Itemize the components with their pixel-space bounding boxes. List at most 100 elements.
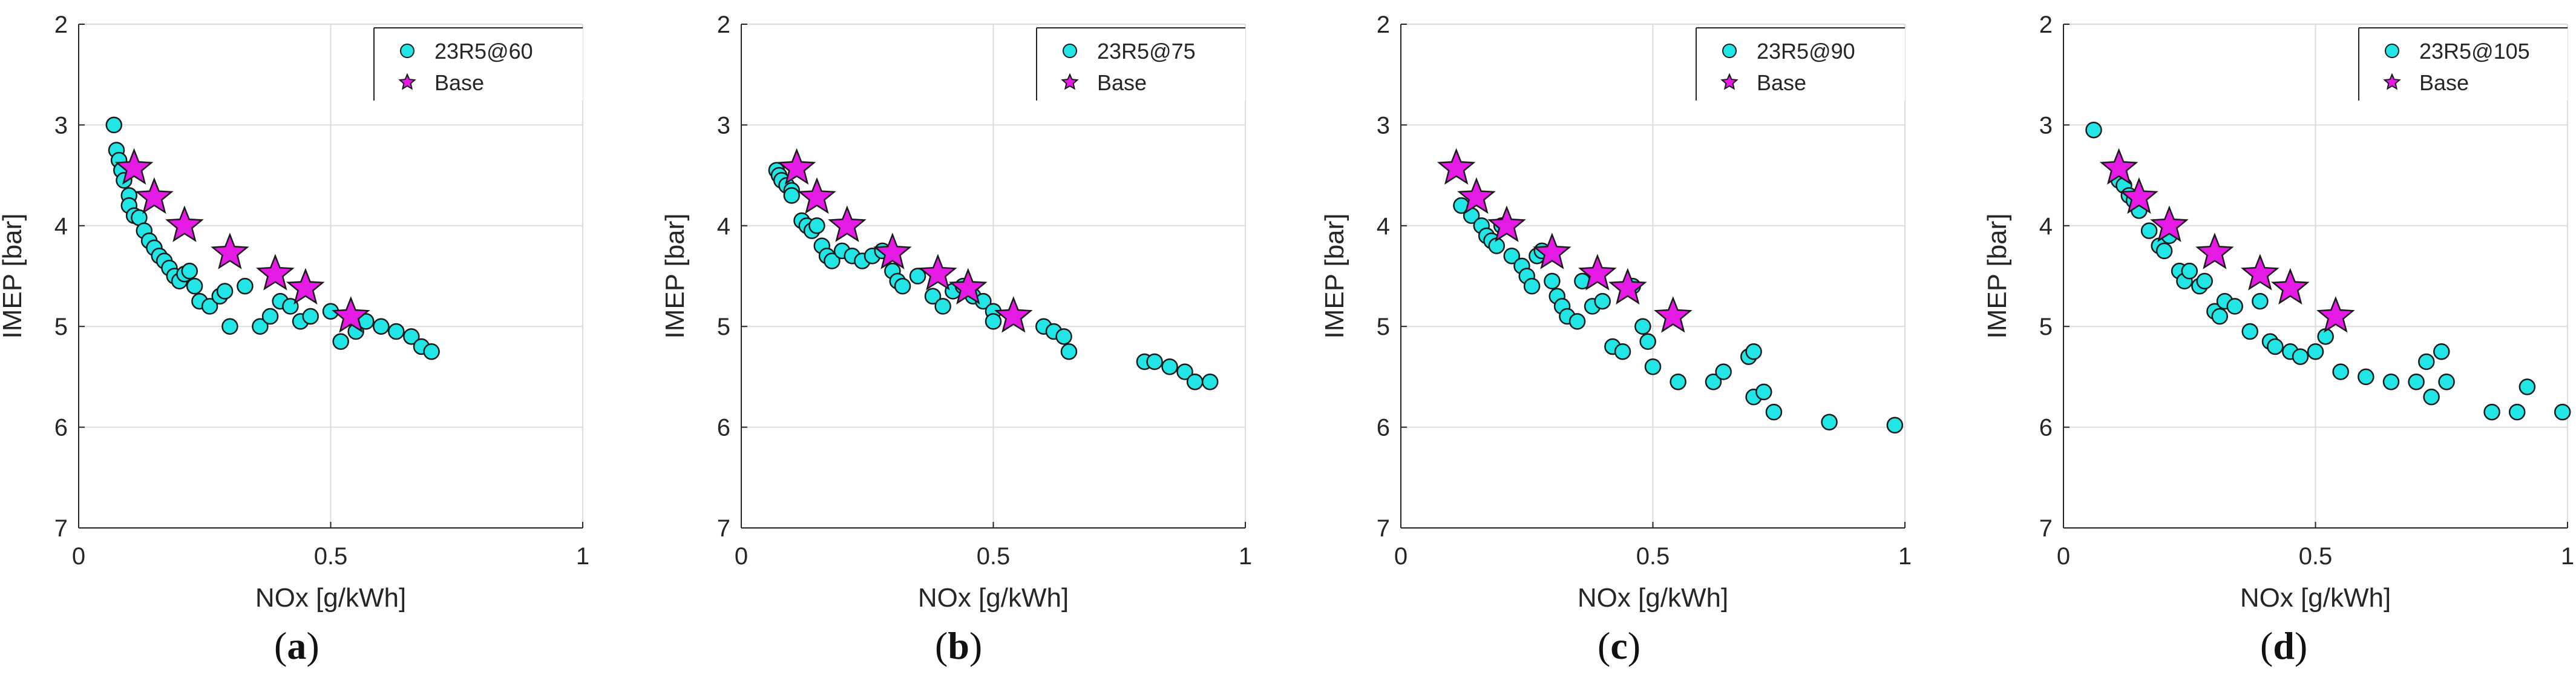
legend-box xyxy=(374,28,583,101)
scatter-point xyxy=(2196,272,2213,290)
base-star-point xyxy=(798,177,836,214)
scatter-point xyxy=(1594,292,1611,310)
y-tick-label: 5 xyxy=(2039,314,2053,340)
scatter-point xyxy=(2519,378,2536,395)
y-tick-label: 4 xyxy=(2039,213,2053,240)
legend-star-marker xyxy=(398,73,416,90)
base-star-point xyxy=(2241,254,2279,291)
panel-label-b: (b) xyxy=(935,624,983,667)
panel-label-d: (d) xyxy=(2260,624,2308,667)
x-tick-label: 0.5 xyxy=(314,543,348,570)
series-23R5@75 xyxy=(768,162,1219,390)
base-star-point xyxy=(332,296,370,333)
series-23R5@60 xyxy=(105,116,440,360)
y-tick-label: 6 xyxy=(54,415,68,441)
scatter-point xyxy=(894,277,911,295)
scatter-point xyxy=(2085,121,2102,139)
panel-label-a: (a) xyxy=(274,624,320,667)
scatter-point xyxy=(2358,368,2374,386)
y-tick-label: 2 xyxy=(717,12,730,38)
series-23R5@105 xyxy=(2085,121,2571,421)
legend-box xyxy=(2359,28,2568,101)
y-axis-label: IMEP [bar] xyxy=(660,213,690,338)
legend-label: Base xyxy=(2419,70,2469,95)
y-tick-label: 7 xyxy=(2039,515,2053,542)
legend-label: 23R5@60 xyxy=(434,39,533,64)
legend-label: Base xyxy=(434,70,484,95)
y-tick-label: 7 xyxy=(717,515,730,542)
scatter-point xyxy=(1060,343,1078,360)
legend: 23R5@75 Base xyxy=(1036,27,1245,101)
scatter-point xyxy=(1634,318,1651,335)
x-tick-label: 0.5 xyxy=(977,543,1011,570)
scatter-point xyxy=(403,328,420,345)
series-Base xyxy=(114,148,370,333)
scatter-point xyxy=(252,318,269,335)
scatter-point xyxy=(1705,373,1722,390)
scatter-point xyxy=(1755,383,1772,401)
y-tick-label: 7 xyxy=(54,515,68,542)
base-star-point xyxy=(777,148,816,185)
legend: 23R5@105 Base xyxy=(2358,27,2568,101)
scatter-point xyxy=(1503,247,1521,265)
legend-label: Base xyxy=(1097,70,1147,95)
scatter-point xyxy=(1670,373,1686,390)
legend-star-marker xyxy=(1720,73,1739,90)
scatter-point xyxy=(1523,277,1541,295)
x-axis-label: NOx [g/kWh] xyxy=(2240,583,2391,613)
scatter-point xyxy=(2226,298,2243,315)
x-axis-label: NOx [g/kWh] xyxy=(255,583,406,613)
legend-label: Base xyxy=(1757,70,1806,95)
scatter-point xyxy=(388,323,405,340)
x-tick-label: 0 xyxy=(72,543,85,570)
scatter-point xyxy=(201,298,218,315)
base-star-point xyxy=(1487,205,1526,242)
scatter-point xyxy=(1644,358,1662,375)
scatter-point xyxy=(924,288,942,305)
legend: 23R5@60 Base xyxy=(373,27,583,101)
scatter-point xyxy=(2418,353,2435,371)
scatter-point xyxy=(261,308,279,325)
legend-box xyxy=(1696,28,1905,101)
y-tick-label: 6 xyxy=(1377,415,1390,441)
base-star-point xyxy=(256,254,295,291)
scatter-point xyxy=(1161,358,1178,375)
scatter-point xyxy=(2508,403,2526,421)
scatter-point xyxy=(2423,388,2440,406)
x-axis-label: NOx [g/kWh] xyxy=(1578,583,1728,613)
scatter-point xyxy=(373,318,390,335)
legend-circle-marker xyxy=(400,44,415,58)
panel-a: 0 0.5 1 2 3 4 5 6 7 NOx [g/kWh] IMEP [bar] 23R5@60 B… xyxy=(0,12,589,613)
y-tick-label: 5 xyxy=(54,314,68,340)
y-tick-label: 3 xyxy=(54,112,68,139)
scatter-point xyxy=(1146,353,1163,371)
legend-circle-marker xyxy=(1722,44,1737,58)
scatter-point xyxy=(2267,338,2284,355)
legend-star-marker xyxy=(1061,73,1079,90)
y-tick-label: 6 xyxy=(2039,415,2053,441)
base-star-point xyxy=(165,205,204,242)
y-tick-label: 3 xyxy=(717,112,730,139)
y-tick-label: 2 xyxy=(1377,12,1390,38)
y-tick-label: 5 xyxy=(1377,314,1390,340)
scatter-point xyxy=(985,313,1002,330)
series-Base xyxy=(2099,148,2355,333)
y-tick-label: 4 xyxy=(54,213,68,240)
scatter-point xyxy=(2438,373,2455,390)
scatter-point xyxy=(1886,417,1904,434)
scatter-point xyxy=(332,333,349,350)
legend-circle-marker xyxy=(1063,44,1077,58)
base-star-point xyxy=(2099,148,2138,185)
y-tick-label: 3 xyxy=(1377,112,1390,139)
panel-c: 0 0.5 1 2 3 4 5 6 7 NOx [g/kWh] IMEP [bar] 23R5@90 B… xyxy=(1320,12,1912,613)
y-tick-label: 4 xyxy=(717,213,730,240)
scatter-point xyxy=(1186,373,1204,390)
scatter-point xyxy=(1568,313,1586,330)
x-tick-label: 0.5 xyxy=(1636,543,1670,570)
legend-label: 23R5@90 xyxy=(1757,39,1855,64)
x-tick-label: 0 xyxy=(735,543,748,570)
y-axis-label: IMEP [bar] xyxy=(1982,213,2012,338)
legend-circle-marker xyxy=(2385,44,2399,58)
scatter-point xyxy=(181,262,198,280)
base-star-point xyxy=(949,268,988,305)
